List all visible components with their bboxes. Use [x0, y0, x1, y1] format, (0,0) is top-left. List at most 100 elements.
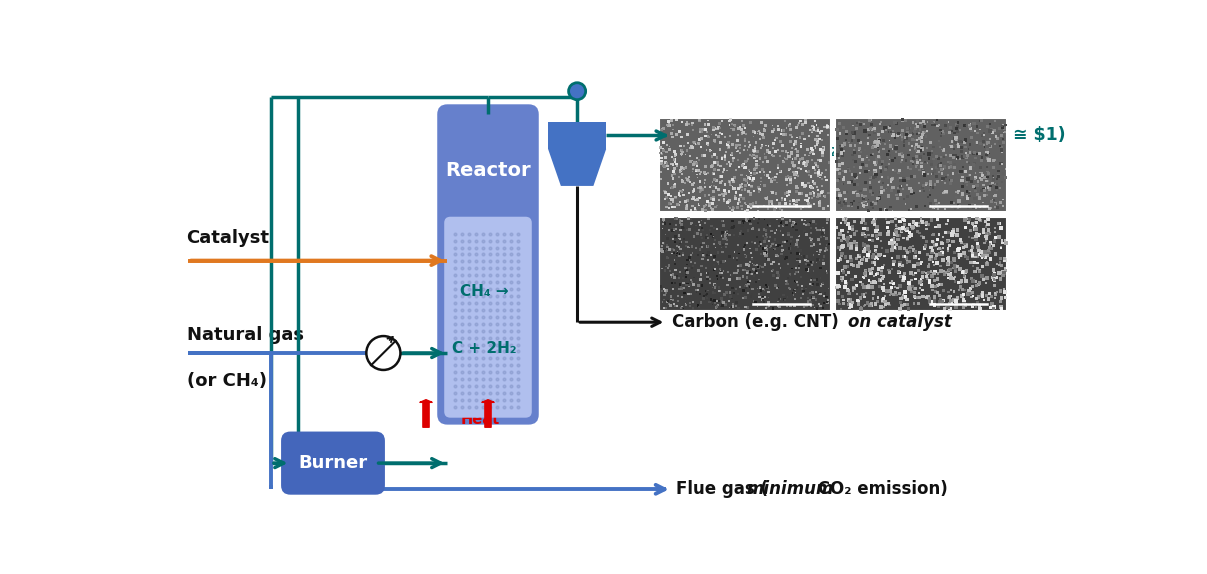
- Point: [735, 146, 754, 155]
- Point: [984, 195, 1003, 204]
- Point: [723, 177, 742, 186]
- Point: [905, 252, 925, 261]
- Point: [970, 278, 990, 288]
- Point: [804, 217, 823, 226]
- Point: [996, 121, 1015, 130]
- Point: [666, 214, 686, 223]
- Point: [906, 274, 926, 284]
- Point: [759, 141, 779, 150]
- Point: [842, 202, 862, 211]
- Point: [736, 130, 756, 139]
- Point: [939, 253, 958, 262]
- Point: [707, 153, 727, 162]
- Point: [921, 297, 940, 307]
- Point: [966, 218, 985, 227]
- Point: [899, 284, 919, 293]
- Point: [706, 130, 725, 139]
- Point: [715, 165, 734, 174]
- Point: [739, 280, 758, 289]
- Point: [949, 122, 968, 131]
- Point: [667, 302, 687, 311]
- Point: [741, 249, 760, 258]
- Point: [928, 288, 947, 297]
- Point: [657, 120, 676, 129]
- Point: [723, 302, 742, 311]
- Point: [728, 136, 747, 145]
- Point: [716, 300, 735, 309]
- Point: [850, 250, 869, 259]
- Point: [929, 222, 949, 231]
- Point: [688, 250, 707, 259]
- Point: [927, 172, 946, 181]
- Point: [834, 188, 853, 197]
- Point: [861, 270, 880, 279]
- Point: [800, 126, 820, 135]
- Point: [857, 266, 876, 276]
- Point: [762, 177, 781, 186]
- Point: [845, 284, 864, 293]
- Point: [912, 285, 932, 294]
- Point: [774, 130, 793, 139]
- Point: [736, 302, 756, 312]
- Point: [861, 173, 880, 182]
- Text: H: H: [869, 146, 879, 160]
- Point: [900, 130, 920, 139]
- Point: [698, 242, 717, 251]
- Point: [832, 148, 851, 157]
- Point: [927, 152, 946, 161]
- Point: [769, 271, 788, 280]
- Point: [899, 231, 919, 241]
- Point: [951, 284, 970, 293]
- Point: [990, 260, 1009, 269]
- Point: [830, 174, 850, 184]
- Point: [958, 290, 978, 299]
- Point: [844, 121, 863, 130]
- Point: [762, 226, 781, 235]
- Point: [958, 192, 978, 201]
- Point: [955, 138, 974, 147]
- Point: [894, 220, 914, 229]
- Point: [713, 192, 733, 201]
- Point: [960, 122, 979, 131]
- Point: [781, 270, 800, 280]
- Point: [740, 173, 759, 183]
- Point: [978, 176, 997, 185]
- Point: [954, 188, 973, 197]
- Point: [695, 161, 715, 170]
- Point: [894, 177, 914, 186]
- Point: [781, 137, 800, 146]
- Point: [993, 238, 1013, 247]
- Point: [745, 153, 764, 162]
- Point: [747, 261, 766, 270]
- Text: Reactor: Reactor: [445, 161, 531, 180]
- Point: [740, 282, 759, 292]
- Point: [844, 225, 863, 234]
- Point: [670, 285, 689, 294]
- Point: [896, 269, 915, 278]
- Point: [684, 179, 704, 188]
- Point: [931, 250, 950, 259]
- Point: [834, 146, 853, 156]
- Point: [707, 176, 727, 185]
- Point: [730, 218, 750, 227]
- Point: [695, 183, 715, 192]
- Point: [973, 168, 992, 177]
- Point: [858, 282, 877, 292]
- Point: [932, 245, 951, 254]
- Point: [780, 199, 799, 208]
- Point: [964, 225, 984, 234]
- Point: [730, 261, 750, 270]
- Point: [897, 197, 916, 207]
- Point: [699, 286, 718, 295]
- Text: Burner: Burner: [298, 454, 368, 472]
- Point: [705, 288, 724, 297]
- Point: [910, 134, 929, 143]
- Point: [916, 132, 935, 141]
- Point: [742, 254, 762, 263]
- Point: [681, 220, 700, 229]
- Point: [678, 289, 698, 298]
- Point: [664, 161, 683, 170]
- Point: [739, 268, 758, 277]
- Point: [817, 245, 836, 254]
- Point: [665, 238, 684, 247]
